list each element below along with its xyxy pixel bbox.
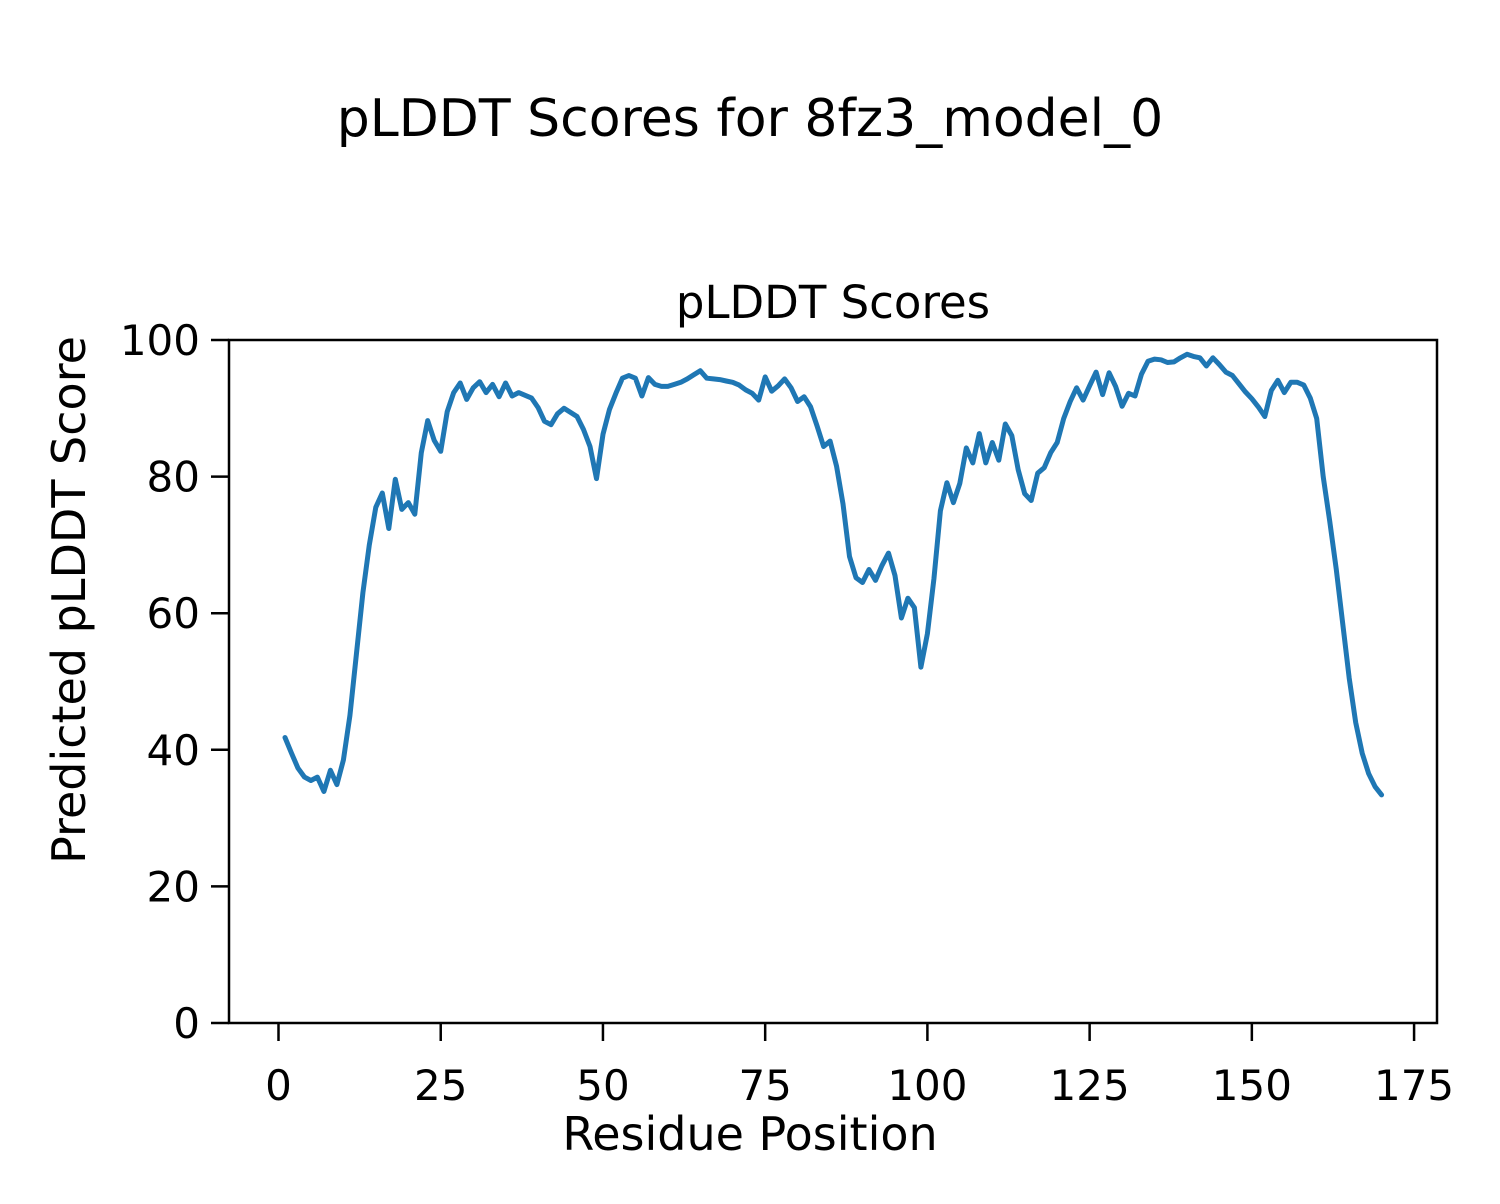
figure-suptitle: pLDDT Scores for 8fz3_model_0: [337, 89, 1163, 149]
axes-title: pLDDT Scores: [676, 276, 990, 329]
x-tick-label: 50: [576, 1061, 629, 1110]
x-tick-label: 75: [738, 1061, 791, 1110]
y-tick-label: 0: [173, 999, 200, 1048]
x-tick-label: 125: [1050, 1061, 1130, 1110]
axes-region: 0 25 50 75 100 125 150 175 0 20 40 60 80 100: [120, 316, 1454, 1110]
x-tick-label: 0: [265, 1061, 292, 1110]
y-axis-label: Predicted pLDDT Score: [42, 336, 96, 864]
y-tick-label: 20: [147, 862, 200, 911]
x-tick-label: 100: [887, 1061, 967, 1110]
plddt-line: [282, 351, 1385, 798]
axes-spines: [227, 338, 1439, 1025]
x-tick-label: 175: [1374, 1061, 1454, 1110]
x-axis-label: Residue Position: [562, 1107, 937, 1161]
y-tick-label: 100: [120, 316, 200, 365]
y-tick-label: 40: [147, 726, 200, 775]
x-tick-label: 25: [414, 1061, 467, 1110]
y-tick-label: 60: [147, 589, 200, 638]
y-tick-label: 80: [147, 453, 200, 502]
x-tick-label: 150: [1212, 1061, 1292, 1110]
